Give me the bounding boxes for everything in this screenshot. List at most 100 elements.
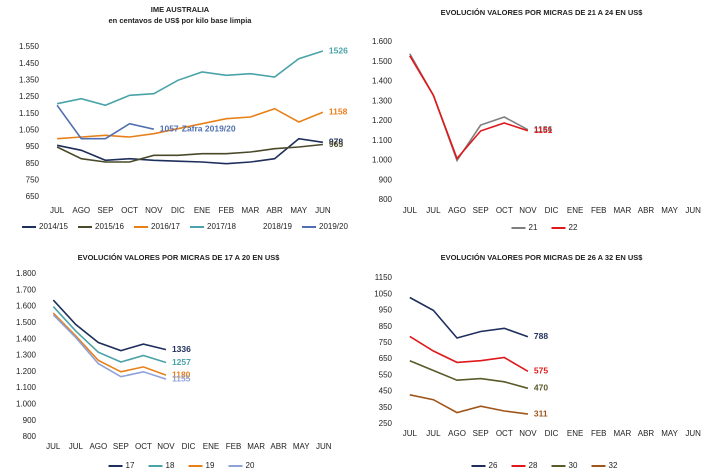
data-label: 311	[534, 408, 548, 418]
x-tick-label: ENE	[567, 206, 583, 215]
series-line	[52, 314, 167, 380]
y-tick-label: 1.200	[16, 367, 37, 376]
y-tick-label: 900	[379, 175, 393, 184]
legend-label: 30	[569, 461, 578, 470]
legend-label: 18	[166, 461, 175, 470]
data-label: 470	[534, 383, 548, 393]
y-tick-label: 800	[379, 195, 393, 204]
legend-label: 2018/19	[263, 222, 292, 231]
x-tick-label: AGO	[448, 206, 466, 215]
x-tick-label: SEP	[473, 206, 489, 215]
y-tick-label: 1.600	[16, 302, 37, 311]
x-tick-label: DIC	[182, 442, 196, 451]
x-tick-label: MAY	[661, 206, 678, 215]
data-label: 1155	[172, 373, 191, 383]
x-tick-label: OCT	[121, 206, 138, 215]
data-label: 978	[329, 137, 343, 147]
y-tick-label: 1050	[374, 289, 392, 298]
y-tick-label: 250	[379, 419, 393, 428]
legend-label: 21	[529, 223, 538, 232]
x-tick-label: AGO	[448, 429, 466, 438]
x-tick-label: FEB	[591, 206, 607, 215]
data-label: 1151	[534, 125, 553, 135]
x-tick-label: ENE	[203, 442, 219, 451]
series-line	[409, 55, 529, 161]
data-label: 788	[534, 331, 548, 341]
x-tick-label: JUL	[403, 206, 418, 215]
y-tick-label: 1.250	[19, 92, 40, 101]
y-tick-label: 1.300	[372, 96, 393, 105]
y-tick-label: 800	[23, 432, 37, 441]
x-tick-label: JUL	[426, 206, 441, 215]
series-line	[56, 143, 323, 163]
y-tick-label: 750	[26, 175, 40, 184]
series-line	[52, 312, 167, 376]
y-tick-label: 1.400	[372, 77, 393, 86]
y-tick-label: 1150	[375, 273, 393, 282]
x-tick-label: ABR	[638, 429, 655, 438]
x-tick-label: ENE	[567, 429, 583, 438]
series-line	[409, 296, 529, 339]
x-tick-label: SEP	[473, 429, 489, 438]
data-label: 1180	[172, 369, 191, 379]
x-tick-label: SEP	[113, 442, 129, 451]
x-tick-label: MAR	[247, 442, 265, 451]
y-tick-label: 1.300	[16, 351, 37, 360]
y-tick-label: 1.100	[372, 136, 393, 145]
legend-label: 17	[126, 461, 135, 470]
annotation: Zafra 2019/20	[182, 123, 236, 133]
y-tick-label: 650	[379, 354, 393, 363]
series-line	[409, 394, 529, 415]
data-label: 1526	[329, 45, 348, 55]
x-tick-label: NOV	[519, 429, 537, 438]
legend-label: 2014/15	[39, 222, 68, 231]
x-tick-label: AGO	[72, 206, 90, 215]
y-tick-label: 1.400	[16, 334, 37, 343]
y-tick-label: 650	[26, 192, 40, 201]
y-tick-label: 1.600	[372, 37, 393, 46]
y-tick-label: 950	[26, 142, 40, 151]
chart-title: IME AUSTRALIA	[151, 5, 210, 14]
series-line	[56, 50, 324, 107]
y-tick-label: 1.350	[19, 75, 40, 84]
data-label: 1158	[329, 107, 348, 117]
x-tick-label: JUL	[69, 442, 84, 451]
y-tick-label: 1.000	[372, 156, 393, 165]
y-tick-label: 1.100	[16, 383, 37, 392]
x-tick-label: FEB	[226, 442, 242, 451]
series-line	[52, 306, 167, 364]
x-tick-label: OCT	[135, 442, 152, 451]
data-label: 965	[329, 139, 343, 149]
y-tick-label: 1.550	[19, 42, 40, 51]
data-label: 1257	[172, 357, 191, 367]
series-line	[409, 359, 529, 390]
legend-label: 2016/17	[151, 222, 180, 231]
series-line	[409, 335, 529, 372]
x-tick-label: JUL	[50, 206, 65, 215]
x-tick-label: JUL	[46, 442, 61, 451]
x-tick-label: JUN	[685, 206, 701, 215]
y-tick-label: 1.450	[19, 59, 40, 68]
x-tick-label: JUL	[403, 429, 418, 438]
legend-label: 2019/20	[319, 222, 348, 231]
legend-label: 2017/18	[207, 222, 236, 231]
x-tick-label: DIC	[171, 206, 185, 215]
x-tick-label: DIC	[545, 206, 559, 215]
x-tick-label: JUN	[685, 429, 701, 438]
x-tick-label: SEP	[97, 206, 113, 215]
x-tick-label: NOV	[157, 442, 175, 451]
chart-title: EVOLUCIÓN VALORES POR MICRAS DE 21 A 24 …	[441, 8, 644, 17]
x-tick-label: MAR	[613, 206, 631, 215]
x-tick-label: MAR	[242, 206, 260, 215]
legend-label: 26	[489, 461, 498, 470]
legend-label: 19	[206, 461, 215, 470]
y-tick-label: 1.150	[19, 109, 40, 118]
y-tick-label: 1.500	[372, 57, 393, 66]
y-tick-label: 1.700	[16, 285, 37, 294]
legend-label: 28	[529, 461, 538, 470]
x-tick-label: NOV	[519, 206, 537, 215]
x-tick-label: JUN	[316, 442, 332, 451]
legend-label: 32	[609, 461, 618, 470]
data-label: 575	[534, 366, 548, 376]
